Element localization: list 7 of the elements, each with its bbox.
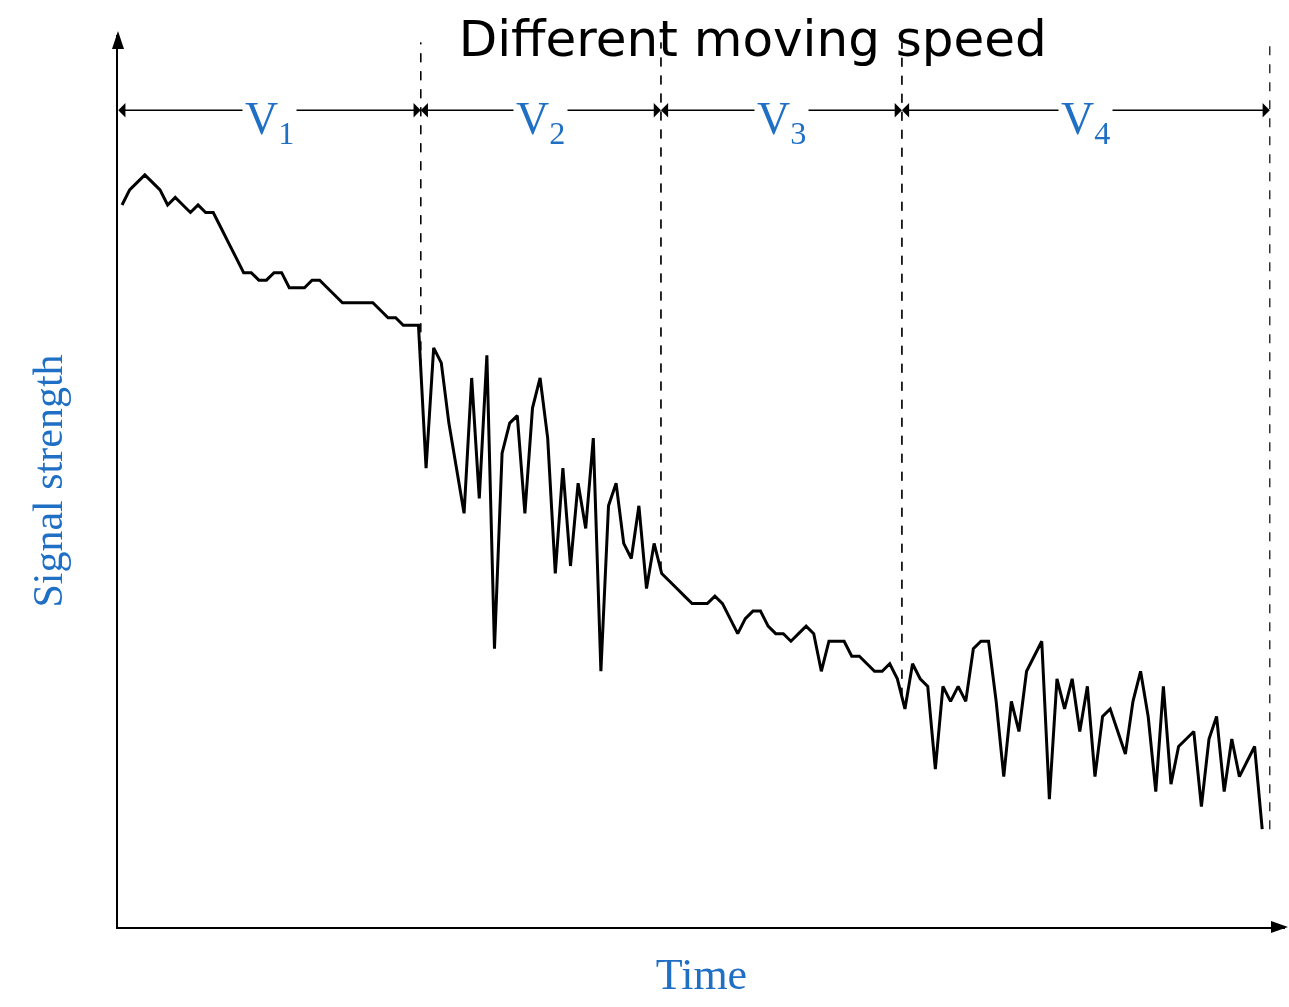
text: V$_{3}$: [757, 93, 807, 151]
text: V$_{4}$: [1061, 93, 1111, 151]
y-axis-title: Signal strength: [25, 354, 72, 608]
text: V$_{2}$: [516, 93, 566, 151]
x-axis-title: Time: [655, 949, 748, 999]
chart-title: Different moving speed: [458, 9, 1047, 68]
text: V$_{1}$: [245, 93, 295, 151]
